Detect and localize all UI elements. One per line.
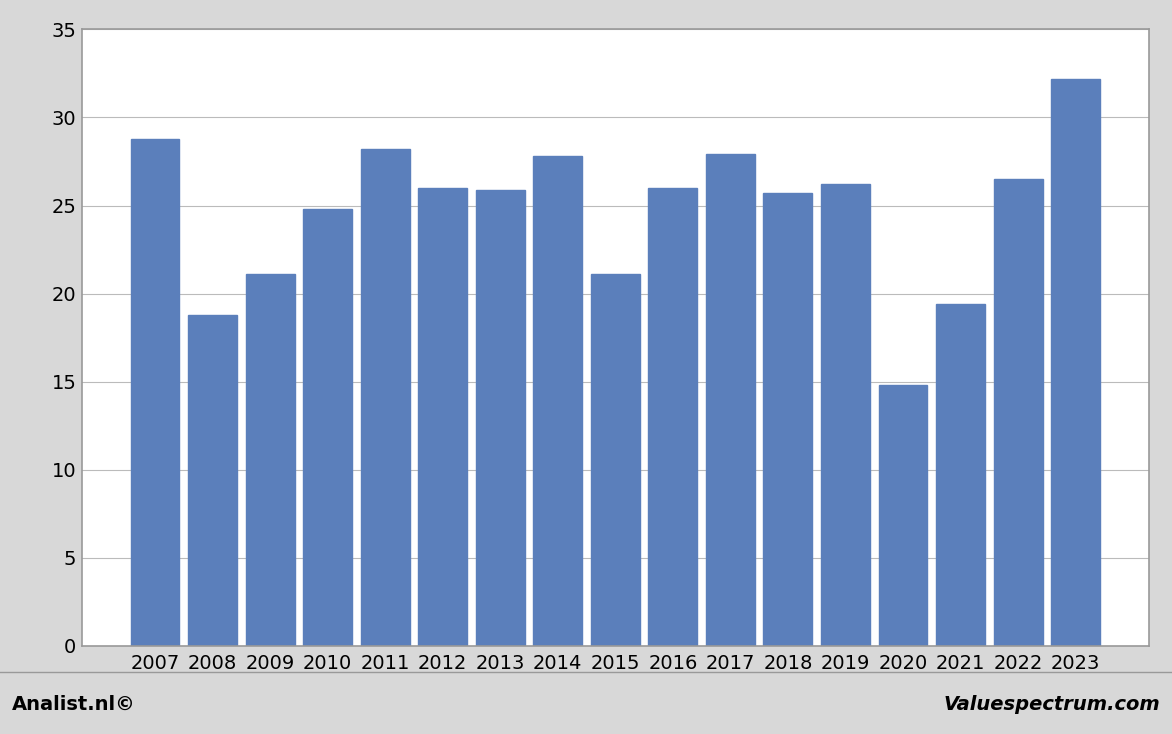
Bar [361,149,409,646]
Text: Analist.nl©: Analist.nl© [12,695,136,714]
Bar [936,304,984,646]
Bar [763,193,812,646]
Bar [533,156,582,646]
Bar [591,275,640,646]
Bar [246,275,294,646]
Bar [476,189,525,646]
Bar [648,188,697,646]
Bar [304,209,352,646]
Bar [1051,79,1101,646]
Bar [188,315,237,646]
Bar [994,179,1043,646]
Text: Valuespectrum.com: Valuespectrum.com [943,695,1160,714]
Bar [130,139,179,646]
Bar [706,154,755,646]
Bar [822,184,870,646]
Bar [418,188,468,646]
Bar [879,385,927,646]
